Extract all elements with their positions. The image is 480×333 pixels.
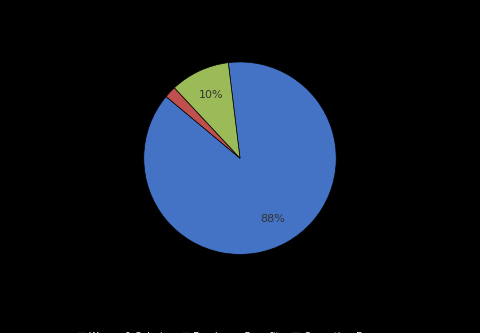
Text: 88%: 88% [261,214,286,224]
Legend: Wages & Salaries, Employee Benefits, Operating Expenses: Wages & Salaries, Employee Benefits, Ope… [73,328,407,333]
Wedge shape [174,63,240,158]
Text: 10%: 10% [198,90,223,100]
Wedge shape [166,88,240,158]
Wedge shape [144,62,336,254]
